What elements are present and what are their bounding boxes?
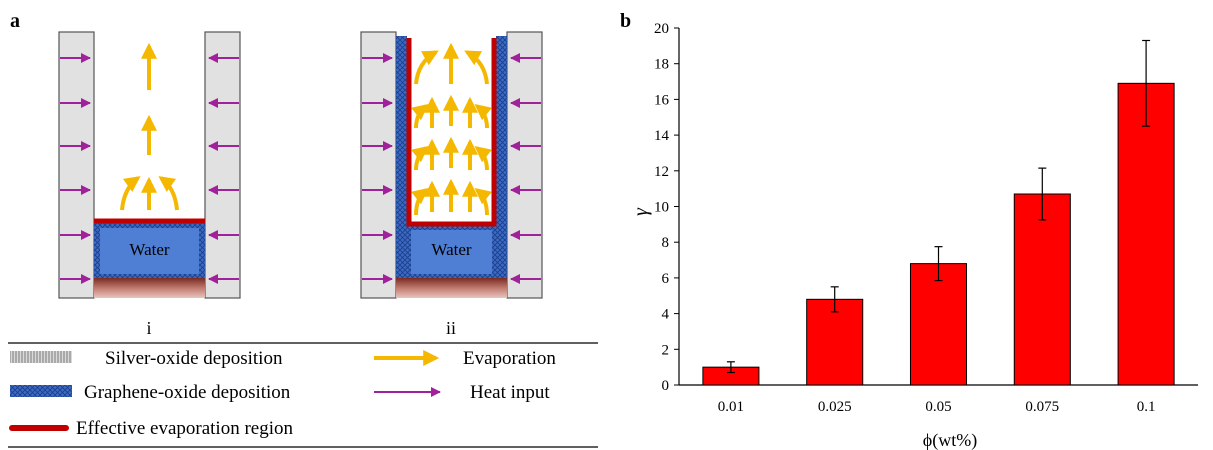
x-axis-label: ϕ(wt%) <box>923 430 977 450</box>
water-label: Water <box>431 240 471 259</box>
y-tick-label: 6 <box>662 271 670 287</box>
evaporation-arrows <box>120 42 179 211</box>
silver-oxide-swatch <box>10 351 72 363</box>
y-tick-label: 14 <box>654 128 670 144</box>
x-tick-labels: 0.01 0.025 0.05 0.075 0.1 <box>718 399 1156 415</box>
y-tick-label: 20 <box>654 21 669 37</box>
subfigure-ii: Water <box>360 31 543 338</box>
bar-0.075 <box>1013 193 1071 386</box>
graphene-oxide-wall-right <box>496 36 507 278</box>
left-wall <box>58 31 95 299</box>
heat-arrows-right <box>510 53 541 284</box>
legend-silver-label: Silver-oxide deposition <box>105 348 283 369</box>
legend-evaporation-label: Evaporation <box>463 348 556 369</box>
legend-heat-label: Heat input <box>470 382 550 403</box>
x-tick-label: 0.075 <box>1025 399 1059 415</box>
panel-a-label: a <box>10 10 20 32</box>
sub-i-label: i <box>146 318 151 338</box>
legend-effective-label: Effective evaporation region <box>76 418 293 439</box>
heater-base <box>396 278 507 298</box>
y-tick-label: 18 <box>654 57 669 73</box>
left-wall <box>360 31 397 299</box>
x-tick-label: 0.025 <box>818 399 852 415</box>
y-tick-label: 12 <box>654 164 669 180</box>
heat-arrows-right <box>208 53 239 284</box>
heat-arrows-left <box>60 53 91 284</box>
sub-ii-label: ii <box>446 318 456 338</box>
y-tick-label: 2 <box>662 342 670 358</box>
chart-error-bars <box>726 39 1151 374</box>
legend: Silver-oxide deposition Graphene-oxide d… <box>8 342 598 448</box>
effective-evaporation-line <box>406 38 497 227</box>
panel-a-diagram: a Water <box>8 10 598 448</box>
y-tick-label: 10 <box>654 200 669 216</box>
y-tick-label: 8 <box>662 235 670 251</box>
x-tick-label: 0.1 <box>1137 399 1156 415</box>
y-axis-label: γ <box>630 207 652 216</box>
graphene-oxide-swatch <box>10 385 72 397</box>
y-tick-label: 0 <box>662 378 670 394</box>
x-tick-label: 0.01 <box>718 399 744 415</box>
bar-0.025 <box>806 298 864 386</box>
legend-graphene-label: Graphene-oxide deposition <box>84 382 291 403</box>
evaporation-arrows <box>411 42 492 216</box>
panel-b-label: b <box>620 10 631 32</box>
graphene-oxide-wall-left <box>396 36 407 278</box>
bar-0.1 <box>1117 82 1175 386</box>
bar-0.05 <box>909 263 968 386</box>
right-wall <box>204 31 241 299</box>
x-tick-label: 0.05 <box>925 399 951 415</box>
subfigure-i: Water i <box>58 31 241 338</box>
y-tick-labels: 0 2 4 6 8 10 12 14 16 18 20 <box>654 21 670 394</box>
water-label: Water <box>129 240 169 259</box>
right-wall <box>506 31 543 299</box>
water-body <box>411 230 492 274</box>
water-body <box>100 228 199 274</box>
heater-base <box>94 278 205 298</box>
heat-arrows-left <box>362 53 393 284</box>
y-tick-label: 16 <box>654 92 670 108</box>
chart-bars <box>702 82 1175 386</box>
y-tick-label: 4 <box>662 307 670 323</box>
